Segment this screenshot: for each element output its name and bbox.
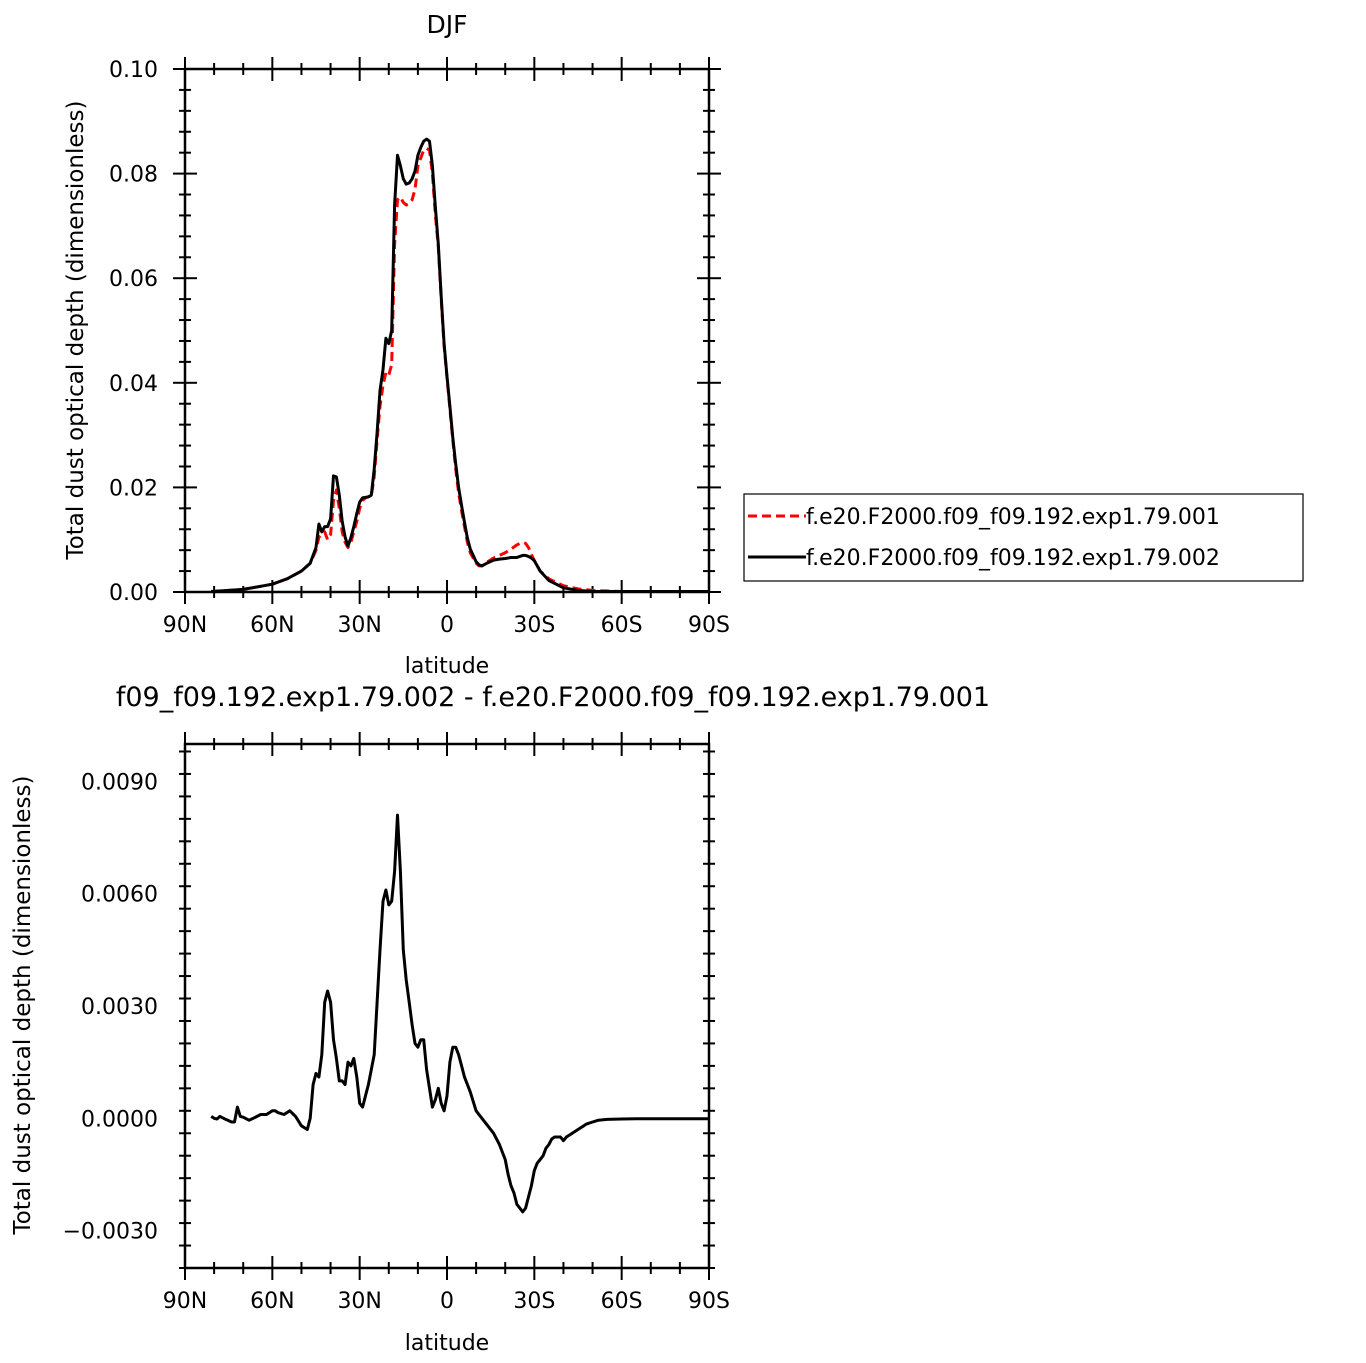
x-tick-label: 90N	[163, 1289, 207, 1314]
x-tick-label: 60N	[250, 1289, 294, 1314]
x-tick-label: 30N	[337, 613, 381, 638]
bottom-plot-frame	[183, 742, 711, 1270]
series-line-2	[211, 137, 709, 593]
legend-label-series-2: f.e20.F2000.f09_f09.192.exp1.79.002	[806, 546, 1220, 571]
bottom-series-group	[210, 813, 709, 1214]
y-tick-label: 0.0060	[81, 883, 158, 908]
y-tick-label: 0.06	[109, 267, 158, 292]
top-panel: DJF Total dust optical depth (dimensionl…	[63, 10, 730, 679]
x-tick-label: 0	[440, 1289, 454, 1314]
bottom-panel: f09_f09.192.exp1.79.002 - f.e20.F2000.f0…	[10, 682, 990, 1356]
bottom-x-axis-label: latitude	[405, 1331, 489, 1356]
y-tick-label: 0.10	[109, 58, 158, 83]
y-tick-label: 0.02	[109, 476, 158, 501]
y-tick-label: 0.0090	[81, 770, 158, 795]
y-tick-label: 0.00	[109, 581, 158, 606]
x-tick-label: 60S	[601, 613, 643, 638]
y-tick-label: −0.0030	[63, 1220, 158, 1245]
y-tick-label: 0.0000	[81, 1107, 158, 1132]
legend-label-series-1: f.e20.F2000.f09_f09.192.exp1.79.001	[806, 505, 1220, 530]
top-axes-ticks: 90N 60N 30N 0 30S 60S 90S 0.00 0.02 0.04 0.06 0.08 0…	[109, 57, 730, 638]
bottom-y-axis-label: Total dust optical depth (dimensionless)	[10, 776, 36, 1236]
y-tick-label: 0.0030	[81, 995, 158, 1020]
top-chart-title: DJF	[426, 10, 467, 39]
x-tick-label: 60N	[250, 613, 294, 638]
series-line-1	[210, 813, 709, 1214]
y-tick-label: 0.04	[109, 372, 158, 397]
legend: f.e20.F2000.f09_f09.192.exp1.79.001 f.e2…	[743, 493, 1304, 582]
top-y-axis-label: Total dust optical depth (dimensionless)	[63, 101, 89, 561]
legend-box	[743, 493, 1304, 582]
x-tick-label: 30S	[513, 613, 555, 638]
x-tick-label: 30S	[513, 1289, 555, 1314]
x-tick-label: 90S	[688, 1289, 730, 1314]
x-tick-label: 60S	[601, 1289, 643, 1314]
top-x-axis-label: latitude	[405, 654, 489, 679]
x-tick-label: 0	[440, 613, 454, 638]
y-tick-label: 0.08	[109, 163, 158, 188]
series-line-1	[211, 147, 709, 593]
top-series-group	[211, 137, 709, 593]
x-tick-label: 90N	[163, 613, 207, 638]
x-tick-label: 90S	[688, 613, 730, 638]
bottom-chart-title: f09_f09.192.exp1.79.002 - f.e20.F2000.f0…	[116, 682, 990, 713]
x-tick-label: 30N	[337, 1289, 381, 1314]
top-plot-frame	[183, 67, 711, 594]
